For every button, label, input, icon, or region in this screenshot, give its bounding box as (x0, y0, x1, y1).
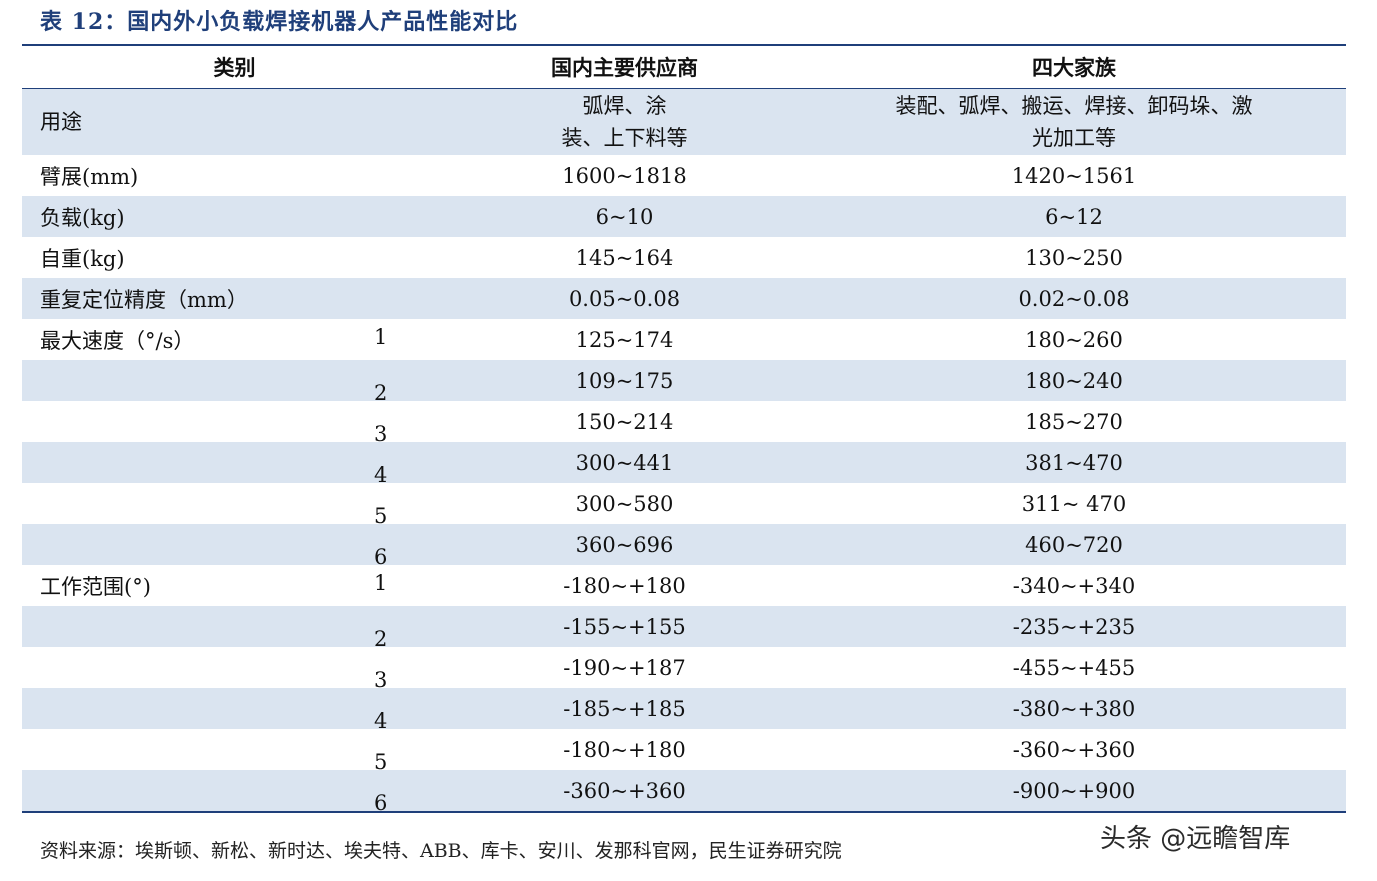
usage-domestic-line1: 弧焊、涂 (582, 94, 667, 118)
row-sub-index: 6 (374, 790, 388, 815)
row-sub-index: 3 (374, 667, 388, 692)
domestic-value: 125~174 (575, 327, 674, 352)
title-rule (22, 44, 1346, 46)
header-big4: 四大家族 (802, 46, 1346, 89)
domestic-value: -190~+187 (563, 655, 686, 680)
big4-value: 6~12 (802, 196, 1346, 237)
row-label-cell: 4 (22, 688, 447, 733)
table-row: 5 -180~+180 -360~+360 (22, 729, 1346, 774)
row-sub-index: 2 (374, 626, 388, 651)
big4-value: -380~+380 (802, 688, 1346, 729)
row-label-cell: 5 (22, 729, 447, 774)
big4-value: -235~+235 (802, 606, 1346, 647)
domestic-value: 150~214 (575, 409, 674, 434)
row-label-cell: 6 (22, 524, 447, 569)
big4-value: -340~+340 (1012, 573, 1136, 598)
big4-value: 0.02~0.08 (802, 278, 1346, 319)
row-sub-index: 5 (374, 503, 388, 528)
usage-big4: 装配、弧焊、搬运、焊接、卸码垛、激 光加工等 (802, 88, 1346, 155)
row-label: 工作范围(°) (40, 574, 151, 599)
usage-row: 用途 弧焊、涂装、上下料等 装配、弧焊、搬运、焊接、卸码垛、激 光加工等 (22, 88, 1346, 155)
domestic-value: -180~+180 (563, 573, 686, 598)
row-label-cell: 工作范围(°) 1 (22, 565, 447, 606)
row-label-cell: 6 (22, 770, 447, 815)
big4-value: -900~+900 (802, 770, 1346, 813)
row-label-cell: 重复定位精度（mm） (22, 278, 447, 319)
usage-domestic-line2: 装、上下料等 (561, 126, 688, 150)
row-sub-index: 2 (374, 380, 388, 405)
table-row: 臂展(mm) 1600~1818 1420~1561 (22, 155, 1346, 196)
row-label-cell: 3 (22, 401, 447, 446)
domestic-value: 109~175 (447, 360, 802, 401)
usage-big4-line1: 装配、弧焊、搬运、焊接、卸码垛、激 (895, 94, 1253, 118)
table-row: 2 -155~+155 -235~+235 (22, 606, 1346, 651)
row-label-cell: 2 (22, 360, 447, 405)
row-sub-index: 1 (374, 570, 388, 595)
domestic-value: 6~10 (447, 196, 802, 237)
domestic-value: -180~+180 (563, 737, 686, 762)
domestic-value: 0.05~0.08 (447, 278, 802, 319)
row-label-cell: 自重(kg) (22, 237, 447, 278)
big4-value: 185~270 (1025, 409, 1123, 434)
row-sub-index: 1 (374, 324, 388, 349)
big4-value: 130~250 (1025, 245, 1123, 270)
table-row: 4 300~441 381~470 (22, 442, 1346, 487)
table-row: 6 -360~+360 -900~+900 (22, 770, 1346, 815)
watermark: 头条 @远瞻智库 (1100, 824, 1291, 854)
usage-big4-line2: 光加工等 (1032, 126, 1116, 150)
table-row: 6 360~696 460~720 (22, 524, 1346, 569)
big4-value: 460~720 (802, 524, 1346, 565)
big4-value: 1420~1561 (1011, 163, 1137, 188)
domestic-value: 145~164 (575, 245, 674, 270)
row-label-cell: 4 (22, 442, 447, 487)
table-row: 自重(kg) 145~164 130~250 (22, 237, 1346, 278)
header-row: 类别 国内主要供应商 四大家族 (22, 46, 1346, 89)
big4-value: -455~+455 (1012, 655, 1136, 680)
row-label: 臂展(mm) (40, 164, 139, 189)
table-row: 重复定位精度（mm） 0.05~0.08 0.02~0.08 (22, 278, 1346, 319)
table-row: 最大速度（°/s） 1 125~174 180~260 (22, 319, 1346, 360)
domestic-value: 1600~1818 (562, 163, 687, 188)
source-note: 资料来源：埃斯顿、新松、新时达、埃夫特、ABB、库卡、安川、发那科官网，民生证券… (40, 840, 842, 862)
row-label: 自重(kg) (40, 246, 125, 271)
row-label-cell: 5 (22, 483, 447, 528)
big4-value: 180~240 (802, 360, 1346, 401)
big4-value: 180~260 (1025, 327, 1123, 352)
usage-domestic: 弧焊、涂装、上下料等 (447, 88, 802, 155)
domestic-value: 360~696 (447, 524, 802, 565)
row-sub-index: 4 (374, 462, 388, 487)
row-label: 用途 (22, 88, 447, 155)
row-label-cell: 最大速度（°/s） 1 (22, 319, 447, 360)
row-label-cell: 3 (22, 647, 447, 692)
row-label: 重复定位精度（mm） (40, 287, 248, 312)
table-row: 2 109~175 180~240 (22, 360, 1346, 405)
table-row: 负载(kg) 6~10 6~12 (22, 196, 1346, 237)
table-row: 4 -185~+185 -380~+380 (22, 688, 1346, 733)
domestic-value: 300~580 (575, 491, 674, 516)
row-sub-index: 5 (374, 749, 388, 774)
header-category: 类别 (22, 46, 447, 89)
row-label-cell: 臂展(mm) (22, 155, 447, 196)
comparison-table: 类别 国内主要供应商 四大家族 用途 弧焊、涂装、上下料等 装配、弧焊、搬运、焊… (22, 46, 1346, 815)
row-sub-index: 6 (374, 544, 388, 569)
row-sub-index: 3 (374, 421, 388, 446)
header-domestic: 国内主要供应商 (447, 46, 802, 89)
row-sub-index: 4 (374, 708, 388, 733)
domestic-value: 300~441 (447, 442, 802, 483)
domestic-value: -155~+155 (447, 606, 802, 647)
domestic-value: -360~+360 (447, 770, 802, 813)
row-label: 负载(kg) (40, 205, 125, 230)
row-label: 最大速度（°/s） (40, 328, 195, 353)
table-title: 表 12：国内外小负载焊接机器人产品性能对比 (40, 9, 519, 35)
big4-value: 311~ 470 (1021, 491, 1127, 516)
table-row: 3 150~214 185~270 (22, 401, 1346, 446)
table-row: 5 300~580 311~ 470 (22, 483, 1346, 528)
big4-value: -360~+360 (1012, 737, 1136, 762)
domestic-value: -185~+185 (447, 688, 802, 729)
big4-value: 381~470 (802, 442, 1346, 483)
row-label-cell: 2 (22, 606, 447, 651)
table-row: 工作范围(°) 1 -180~+180 -340~+340 (22, 565, 1346, 606)
row-label-cell: 负载(kg) (22, 196, 447, 237)
table-row: 3 -190~+187 -455~+455 (22, 647, 1346, 692)
